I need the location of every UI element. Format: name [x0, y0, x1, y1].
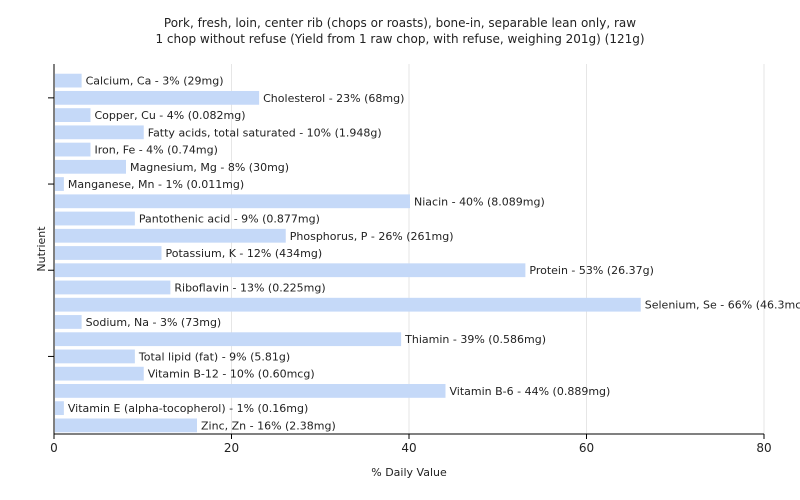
- bar-label: Selenium, Se - 66% (46.3mcg): [645, 299, 800, 312]
- bar: [55, 194, 410, 209]
- bar: [55, 349, 135, 364]
- bar-label: Potassium, K - 12% (434mg): [166, 247, 323, 260]
- bar: [55, 401, 64, 416]
- chart-subtitle: 1 chop without refuse (Yield from 1 raw …: [155, 32, 645, 46]
- bar: [55, 211, 135, 226]
- x-tick-label: 0: [50, 441, 58, 455]
- bar-label: Total lipid (fat) - 9% (5.81g): [138, 350, 290, 363]
- bar: [55, 384, 446, 398]
- bar-label: Sodium, Na - 3% (73mg): [86, 316, 222, 329]
- bar: [55, 246, 162, 260]
- bar-label: Vitamin E (alpha-tocopherol) - 1% (0.16m…: [68, 402, 308, 415]
- bar: [55, 228, 286, 243]
- bar: [55, 142, 91, 157]
- bar-label: Vitamin B-12 - 10% (0.60mcg): [148, 368, 315, 381]
- bar-label: Magnesium, Mg - 8% (30mg): [130, 161, 289, 174]
- bar: [55, 90, 260, 105]
- bar: [55, 332, 402, 347]
- x-tick-label: 80: [756, 441, 771, 455]
- bar: [55, 315, 82, 329]
- bar: [55, 366, 144, 381]
- bar-label: Calcium, Ca - 3% (29mg): [86, 75, 224, 88]
- bar-label: Vitamin B-6 - 44% (0.889mg): [450, 385, 611, 398]
- x-tick-label: 40: [401, 441, 416, 455]
- bar-label: Manganese, Mn - 1% (0.011mg): [68, 178, 244, 191]
- bar-label: Thiamin - 39% (0.586mg): [404, 333, 546, 346]
- x-axis-title: % Daily Value: [371, 466, 447, 479]
- bar-label: Cholesterol - 23% (68mg): [263, 92, 404, 105]
- bar-label: Phosphorus, P - 26% (261mg): [290, 230, 454, 243]
- bar-label: Iron, Fe - 4% (0.74mg): [95, 144, 218, 157]
- bar: [55, 73, 82, 88]
- bar: [55, 418, 197, 433]
- bar: [55, 177, 64, 191]
- bar: [55, 297, 641, 312]
- bar-label: Fatty acids, total saturated - 10% (1.94…: [148, 126, 382, 139]
- x-tick-label: 60: [579, 441, 594, 455]
- bar: [55, 125, 144, 140]
- bar-label: Copper, Cu - 4% (0.082mg): [95, 109, 246, 122]
- bar-label: Zinc, Zn - 16% (2.38mg): [201, 419, 336, 432]
- chart-title: Pork, fresh, loin, center rib (chops or …: [163, 16, 637, 30]
- bar-label: Protein - 53% (26.37g): [529, 264, 654, 277]
- bar: [55, 280, 171, 295]
- bar: [55, 159, 126, 174]
- bar-label: Niacin - 40% (8.089mg): [414, 195, 545, 208]
- bar-label: Pantothenic acid - 9% (0.877mg): [139, 213, 320, 226]
- bar: [55, 108, 91, 122]
- bar-label: Riboflavin - 13% (0.225mg): [174, 281, 325, 294]
- y-axis-title: Nutrient: [35, 226, 48, 272]
- x-tick-label: 20: [224, 441, 239, 455]
- bar: [55, 263, 526, 278]
